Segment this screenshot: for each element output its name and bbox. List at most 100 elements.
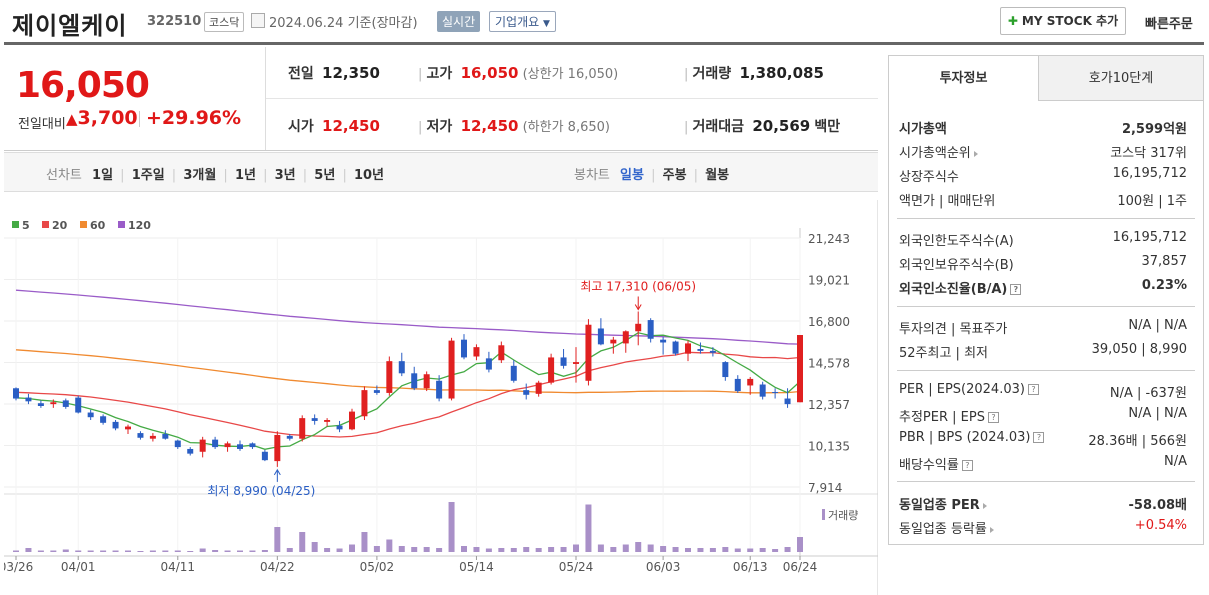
quick-order-link[interactable]: 빠른주문 bbox=[1145, 17, 1193, 32]
volume-bar bbox=[75, 550, 82, 552]
candle-body bbox=[112, 421, 119, 429]
line-chart-label: 선차트 bbox=[46, 168, 82, 183]
tab-candle-2[interactable]: 월봉 bbox=[705, 168, 730, 183]
legend-swatch bbox=[12, 221, 19, 228]
volume-bar bbox=[423, 547, 430, 552]
volume-bar bbox=[610, 547, 617, 552]
info-label[interactable]: 시가총액순위 bbox=[899, 142, 978, 161]
volume-bar bbox=[436, 548, 443, 552]
candle-body bbox=[62, 400, 69, 407]
volume-bar bbox=[498, 548, 505, 552]
x-tick-label: 05/14 bbox=[459, 560, 494, 574]
candle-body bbox=[349, 411, 355, 430]
info-row: 동일업종 PER -58.08배 bbox=[899, 494, 1187, 516]
candle-body bbox=[37, 403, 44, 406]
candle-chart-label: 봉차트 bbox=[574, 168, 610, 183]
day-high: | 고가 16,050 (상한가 16,050) bbox=[418, 64, 619, 82]
volume-bar bbox=[647, 544, 654, 552]
tab-orderbook[interactable]: 호가10단계 bbox=[1039, 56, 1203, 101]
help-icon[interactable]: ? bbox=[1010, 284, 1022, 295]
candle-body bbox=[25, 397, 32, 402]
price-chart[interactable]: 21,243 19,021 16,800 14,578 12,357 10,135 7,91… bbox=[4, 200, 878, 595]
x-tick-label: 06/13 bbox=[733, 560, 768, 574]
candle-body bbox=[722, 362, 729, 378]
volume-bar bbox=[573, 544, 579, 552]
legend-label: 5 bbox=[22, 219, 30, 232]
candle-body bbox=[647, 320, 654, 339]
volume-bar bbox=[87, 550, 94, 552]
help-icon[interactable]: ? bbox=[1033, 432, 1045, 443]
info-value: -58.08배 bbox=[1128, 498, 1187, 513]
volume-bar bbox=[100, 550, 107, 552]
candle-body bbox=[249, 443, 256, 448]
y-tick-label: 21,243 bbox=[808, 232, 850, 246]
info-row: 동일업종 등락률 +0.54% bbox=[899, 518, 1187, 540]
stock-name: 제이엘케이 bbox=[12, 12, 128, 40]
volume-bar bbox=[386, 539, 393, 552]
tab-candle-0[interactable]: 일봉 bbox=[620, 168, 644, 183]
volume: | 거래량 1,380,085 bbox=[684, 64, 824, 82]
volume-bar bbox=[13, 550, 19, 552]
candle-body bbox=[187, 448, 194, 454]
volume-bar bbox=[734, 548, 741, 552]
candle-body bbox=[697, 349, 704, 351]
volume-bar bbox=[62, 549, 69, 552]
candle-body bbox=[174, 440, 181, 448]
tab-period-1[interactable]: 1주일 bbox=[131, 168, 165, 183]
volume-bar bbox=[261, 550, 268, 552]
y-tick-label: 12,357 bbox=[808, 398, 850, 412]
info-label[interactable]: 동일업종 등락률 bbox=[899, 518, 994, 537]
volume-bar bbox=[336, 548, 343, 552]
info-label[interactable]: 동일업종 PER bbox=[899, 494, 987, 513]
company-info-dropdown[interactable]: 기업개요 ▼ bbox=[489, 11, 556, 32]
realtime-button[interactable]: 실시간 bbox=[437, 11, 481, 32]
candle-body bbox=[212, 439, 219, 448]
change-value: ▲3,700 bbox=[66, 107, 138, 129]
help-icon[interactable]: ? bbox=[1027, 384, 1039, 395]
tab-period-5[interactable]: 5년 bbox=[314, 168, 336, 183]
volume-bar bbox=[672, 547, 679, 552]
info-value: 100원 | 1주 bbox=[1117, 194, 1187, 209]
tab-period-2[interactable]: 3개월 bbox=[183, 168, 217, 183]
info-row: 추정PER | EPS? N/A | N/A bbox=[899, 406, 1187, 428]
add-mystock-button[interactable]: ✚ MY STOCK 추가 bbox=[1000, 7, 1126, 35]
tab-period-6[interactable]: 10년 bbox=[353, 168, 385, 183]
candle-body bbox=[548, 357, 555, 383]
info-value: 16,195,712 bbox=[1112, 166, 1187, 181]
volume-bar bbox=[174, 550, 181, 552]
info-value: +0.54% bbox=[1134, 518, 1187, 533]
candle-body bbox=[137, 433, 144, 438]
x-tick-label: 05/24 bbox=[559, 560, 594, 574]
info-value: N/A | N/A bbox=[1128, 318, 1187, 333]
candle-body bbox=[597, 328, 604, 345]
candle-body bbox=[573, 362, 579, 364]
volume-label: 거래량 bbox=[828, 509, 858, 522]
legend-swatch bbox=[42, 221, 49, 228]
help-icon[interactable]: ? bbox=[961, 460, 973, 471]
info-row: 52주최고 | 최저 39,050 | 8,990 bbox=[899, 342, 1187, 364]
info-label: 상장주식수 bbox=[899, 170, 959, 185]
info-value: 16,195,712 bbox=[1112, 230, 1187, 245]
tab-period-4[interactable]: 3년 bbox=[274, 168, 296, 183]
volume-bar bbox=[697, 548, 704, 552]
tab-candle-1[interactable]: 주봉 bbox=[662, 168, 687, 183]
volume-bar bbox=[485, 548, 492, 552]
info-row: 시가총액 2,599억원 bbox=[899, 118, 1187, 140]
volume-bar bbox=[784, 547, 791, 552]
candle-body bbox=[473, 347, 480, 357]
info-value: N/A | -637원 bbox=[1109, 386, 1187, 401]
info-value: 28.36배 | 566원 bbox=[1088, 434, 1187, 449]
candle-body bbox=[324, 420, 331, 422]
legend-label: 120 bbox=[128, 219, 151, 232]
candle-body bbox=[523, 390, 530, 395]
tab-period-3[interactable]: 1년 bbox=[234, 168, 256, 183]
volume-bar bbox=[212, 550, 219, 552]
tab-investment-info[interactable]: 투자정보 bbox=[889, 56, 1039, 101]
tab-period-0[interactable]: 1일 bbox=[92, 168, 114, 183]
volume-bar bbox=[237, 550, 243, 552]
volume-bar bbox=[548, 547, 555, 552]
help-icon[interactable]: ? bbox=[987, 412, 999, 423]
chevron-down-icon: ▼ bbox=[543, 19, 550, 29]
volume-bar bbox=[50, 550, 57, 552]
info-row: 액면가 | 매매단위 100원 | 1주 bbox=[899, 190, 1187, 212]
